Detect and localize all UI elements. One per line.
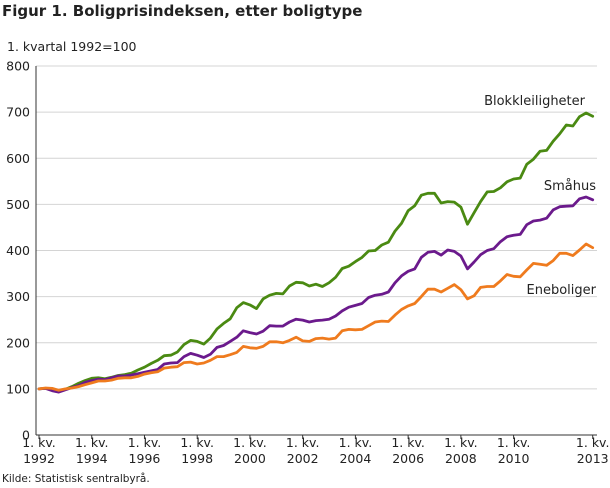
y-tick-label-400: 400: [6, 243, 30, 258]
x-tick-label-year-2000: 2000: [234, 451, 266, 466]
x-tick-label-quarter-2008: 1. kv.: [444, 435, 478, 450]
x-tick-label-year-1996: 1996: [129, 451, 161, 466]
source-note: Kilde: Statistisk sentralbyrå.: [2, 473, 150, 485]
series-line-2: [37, 195, 595, 394]
x-tick-label-quarter-1996: 1. kv.: [128, 435, 162, 450]
grid-lines: [36, 65, 597, 390]
y-axis-unit-label: 1. kvartal 1992=100: [7, 39, 137, 54]
x-tick-label-quarter-2004: 1. kv.: [339, 435, 373, 450]
series-line-1: [37, 111, 595, 393]
x-tick-label-quarter-2013: 1. kv.: [576, 435, 610, 450]
y-tick-label-300: 300: [6, 289, 30, 304]
x-tick-label-quarter-2006: 1. kv.: [391, 435, 425, 450]
x-tick-label-year-2008: 2008: [445, 451, 477, 466]
x-tick-label-year-1994: 1994: [76, 451, 108, 466]
y-tick-label-100: 100: [6, 381, 30, 396]
series-label-2: Småhus: [544, 179, 596, 194]
chart-title: Figur 1. Boligprisindeksen, etter boligt…: [2, 2, 363, 20]
x-tick-label-year-1998: 1998: [181, 451, 213, 466]
x-tick-label-year-2006: 2006: [392, 451, 424, 466]
y-tick-label-200: 200: [6, 335, 30, 350]
x-tick-label-quarter-1994: 1. kv.: [75, 435, 109, 450]
x-tick-label-quarter-1992: 1. kv.: [22, 435, 56, 450]
x-tick-label-year-2010: 2010: [498, 451, 530, 466]
x-tick-label-quarter-2002: 1. kv.: [286, 435, 320, 450]
series-lines: [37, 111, 595, 394]
x-tick-label-year-2002: 2002: [287, 451, 319, 466]
y-tick-label-800: 800: [6, 59, 30, 74]
x-tick-label-year-2013: 2013: [577, 451, 609, 466]
y-tick-label-600: 600: [6, 151, 30, 166]
y-tick-label-0: 0: [22, 428, 30, 443]
x-tick-label-year-2004: 2004: [339, 451, 371, 466]
x-tick-label-quarter-2010: 1. kv.: [497, 435, 531, 450]
x-tick-label-year-1992: 1992: [23, 451, 55, 466]
y-tick-label-500: 500: [6, 197, 30, 212]
series-labels: Blokkleiligheter Småhus Eneboliger: [484, 94, 597, 298]
series-line-3: [37, 242, 595, 392]
axes: [35, 66, 597, 439]
series-label-3: Eneboliger: [527, 283, 597, 298]
x-tick-label-quarter-2000: 1. kv.: [233, 435, 267, 450]
x-tick-label-quarter-1998: 1. kv.: [180, 435, 214, 450]
y-tick-labels: 0 100 200 300 400 500 600 700 800: [6, 59, 30, 443]
series-label-1: Blokkleiligheter: [484, 94, 586, 109]
y-tick-label-700: 700: [6, 105, 30, 120]
